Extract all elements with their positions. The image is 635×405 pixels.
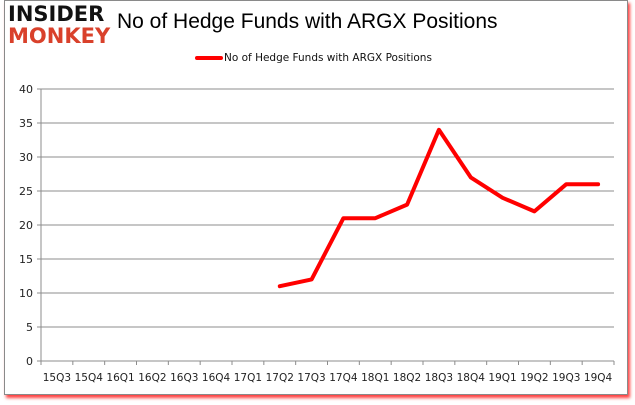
legend-line-swatch-icon: [195, 56, 223, 60]
x-tick-label: 18Q4: [457, 372, 486, 384]
x-tick-label: 17Q1: [234, 372, 262, 384]
x-tick-label: 16Q1: [106, 372, 134, 384]
y-tick-label: 5: [26, 321, 33, 334]
logo-line-2: MONKEY: [8, 24, 111, 48]
x-tick-label: 18Q3: [425, 372, 453, 384]
x-tick-label: 19Q2: [520, 372, 548, 384]
y-tick-label: 25: [19, 185, 33, 198]
y-axis-labels: 0 5 10 15 20 25 30 35 40: [19, 83, 33, 368]
x-tick-label: 19Q1: [488, 372, 516, 384]
chart-title: No of Hedge Funds with ARGX Positions: [117, 10, 498, 33]
x-tick-label: 15Q3: [43, 372, 71, 384]
y-tick-label: 35: [19, 117, 33, 130]
logo-line-1: INSIDER: [8, 2, 105, 26]
axes: [37, 88, 615, 365]
gridlines: [41, 88, 614, 328]
x-tick-label: 17Q3: [297, 372, 325, 384]
series-line: [277, 127, 601, 289]
chart-legend: No of Hedge Funds with ARGX Positions: [195, 52, 432, 64]
x-tick-label: 17Q4: [329, 372, 358, 384]
y-tick-label: 10: [19, 287, 33, 300]
x-axis-labels: 15Q3 15Q4 16Q1 16Q2 16Q3 16Q4 17Q1 17Q2 17Q3 17Q4…: [43, 372, 613, 384]
x-tick-label: 19Q4: [584, 372, 613, 384]
chart-frame: [4, 0, 628, 395]
y-tick-label: 20: [19, 219, 33, 232]
y-tick-label: 15: [19, 253, 33, 266]
x-tick-label: 18Q1: [361, 372, 389, 384]
x-tick-label: 17Q2: [266, 372, 294, 384]
x-tick-label: 18Q2: [393, 372, 421, 384]
x-tick-label: 16Q2: [138, 372, 166, 384]
y-tick-label: 30: [19, 151, 33, 164]
y-tick-label: 0: [26, 355, 33, 368]
legend-label: No of Hedge Funds with ARGX Positions: [224, 52, 432, 64]
x-tick-label: 15Q4: [75, 372, 104, 384]
x-tick-label: 16Q4: [202, 372, 231, 384]
insider-monkey-logo: INSIDER MONKEY: [8, 4, 110, 52]
x-tick-label: 16Q3: [170, 372, 198, 384]
x-tick-label: 19Q3: [552, 372, 580, 384]
y-tick-label: 40: [19, 83, 33, 96]
